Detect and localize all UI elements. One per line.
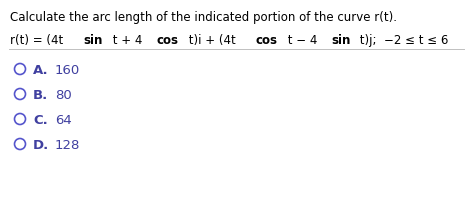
Text: 128: 128 (55, 139, 80, 152)
Text: Calculate the arc length of the indicated portion of the curve r(t).: Calculate the arc length of the indicate… (10, 11, 397, 24)
Text: cos: cos (255, 34, 277, 47)
Text: cos: cos (157, 34, 178, 47)
Text: 80: 80 (55, 89, 72, 102)
Text: r(t) = (4t: r(t) = (4t (10, 34, 67, 47)
Text: B.: B. (33, 89, 48, 102)
Text: C.: C. (33, 114, 48, 127)
Text: A.: A. (33, 64, 49, 77)
Text: sin: sin (332, 34, 351, 47)
Text: sin: sin (84, 34, 103, 47)
Text: t)j;  −2 ≤ t ≤ 6: t)j; −2 ≤ t ≤ 6 (357, 34, 449, 47)
Text: D.: D. (33, 139, 49, 152)
Text: t − 4: t − 4 (283, 34, 321, 47)
Text: t + 4: t + 4 (108, 34, 146, 47)
Text: t)i + (4t: t)i + (4t (185, 34, 239, 47)
Text: 64: 64 (55, 114, 72, 127)
Text: 160: 160 (55, 64, 80, 77)
